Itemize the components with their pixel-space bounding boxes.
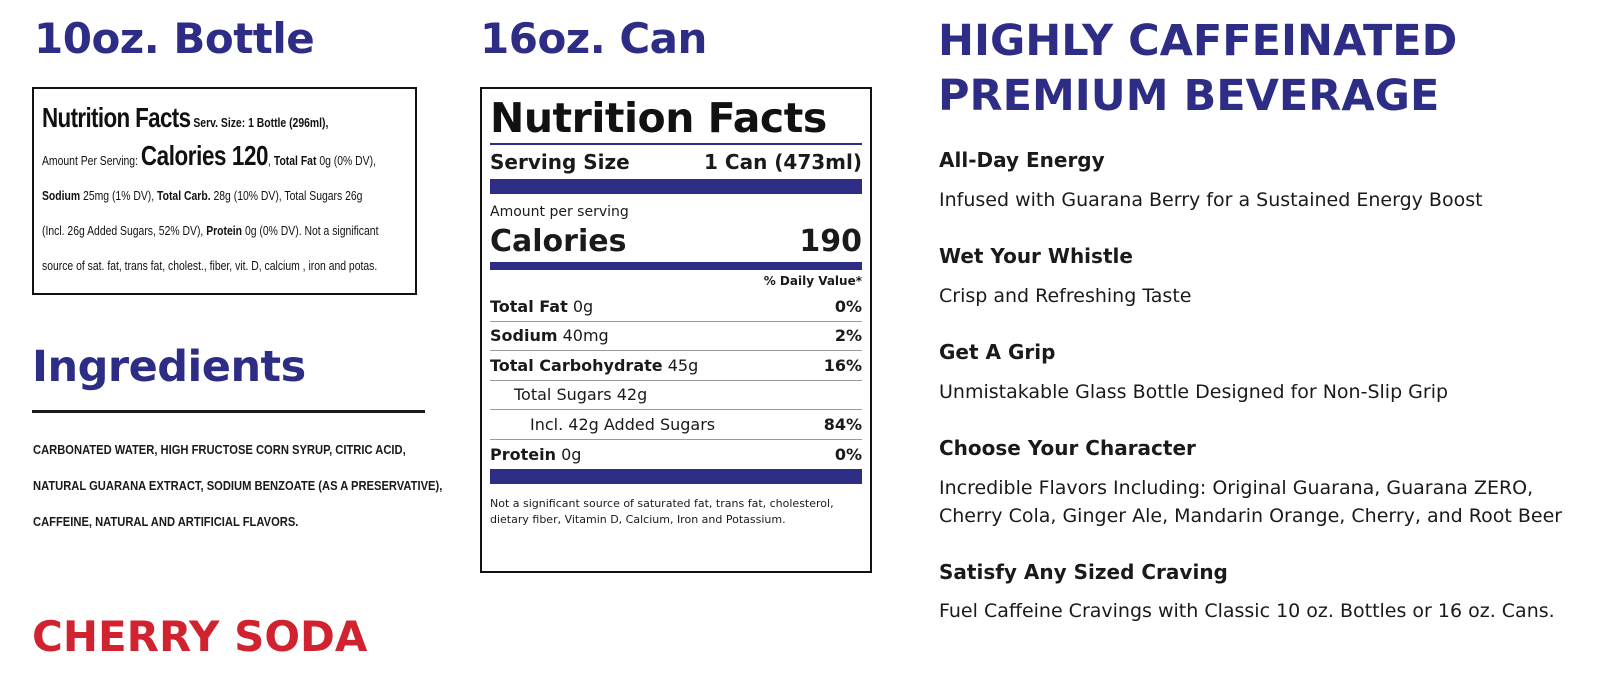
nutrient-pct: 0% xyxy=(834,296,862,316)
label-rule-medium xyxy=(490,262,862,270)
feature-title: All-Day Energy xyxy=(939,148,1105,172)
amount-per-serving: Amount per serving xyxy=(490,204,629,220)
can-heading: 16oz. Can xyxy=(480,14,707,63)
bottle-serving: Serv. Size: 1 Bottle (296ml), xyxy=(193,115,329,130)
nutrient-row: Protein 0g 0% xyxy=(490,440,862,470)
bottle-nutrition-label: Nutrition Facts Serv. Size: 1 Bottle (29… xyxy=(32,87,417,295)
nutrient-label: Total Fat xyxy=(490,296,568,316)
nutrient-row: Total Sugars 42g xyxy=(490,381,862,410)
bottle-fat-value: 0g (0% DV), xyxy=(319,153,376,168)
bottle-fat-label: Total Fat xyxy=(273,153,317,168)
bottle-label-line-2: Amount Per Serving: Calories 120, Total … xyxy=(42,138,407,178)
hero-line-2: PREMIUM BEVERAGE xyxy=(938,71,1440,121)
nutrient-amount: 0g xyxy=(572,296,594,316)
hero-line-1: HIGHLY CAFFEINATED xyxy=(938,16,1458,66)
bottle-comma: , xyxy=(268,153,271,168)
daily-value-header: % Daily Value* xyxy=(763,274,862,288)
bottle-label-line-1: Nutrition Facts Serv. Size: 1 Bottle (29… xyxy=(42,103,407,138)
feature-title: Satisfy Any Sized Craving xyxy=(939,560,1228,584)
bottle-label-title: Nutrition Facts xyxy=(42,102,191,133)
serving-size-row: Serving Size 1 Can (473ml) xyxy=(490,145,862,179)
nutrient-pct: 2% xyxy=(834,326,862,346)
bottle-protein-value: 0g (0% DV). Not a significant xyxy=(244,223,379,238)
hero-headline: HIGHLY CAFFEINATED PREMIUM BEVERAGE xyxy=(938,14,1457,124)
bottle-sugars-incl: (Incl. 26g Added Sugars, 52% DV), xyxy=(42,223,204,238)
feature-description: Incredible Flavors Including: Original G… xyxy=(939,474,1579,530)
bottle-sodium-label: Sodium xyxy=(42,188,81,203)
nutrient-label: Protein xyxy=(490,444,556,464)
flavor-name: CHERRY SODA xyxy=(32,612,368,661)
nutrient-pct: 16% xyxy=(823,355,862,375)
nutrient-pct: 84% xyxy=(823,414,862,434)
ingredients-heading: Ingredients xyxy=(32,342,306,392)
can-nutrition-label: Nutrition Facts Serving Size 1 Can (473m… xyxy=(480,87,872,573)
feature-description: Crisp and Refreshing Taste xyxy=(939,285,1192,307)
nutrient-row: Total Carbohydrate 45g 16% xyxy=(490,351,862,381)
can-footnote: Not a significant source of saturated fa… xyxy=(490,497,834,526)
nutrient-label: Sodium xyxy=(490,326,558,346)
calories-value: 190 xyxy=(799,223,862,259)
nutrient-amount: 45g xyxy=(667,355,699,375)
feature-description: Unmistakable Glass Bottle Designed for N… xyxy=(939,381,1449,403)
serving-size-value: 1 Can (473ml) xyxy=(704,150,862,174)
feature-description-line: Incredible Flavors Including: Original G… xyxy=(939,477,1534,499)
feature-description: Infused with Guarana Berry for a Sustain… xyxy=(939,189,1483,211)
calories-row: Calories 190 xyxy=(490,220,862,262)
nutrient-row: Incl. 42g Added Sugars 84% xyxy=(490,410,862,440)
calories-label: Calories xyxy=(490,223,627,259)
ingredients-line: CARBONATED WATER, HIGH FRUCTOSE CORN SYR… xyxy=(33,442,406,457)
serving-size-label: Serving Size xyxy=(490,150,630,174)
nutrient-amount: 0g xyxy=(561,444,582,464)
label-rule xyxy=(490,143,862,145)
ingredients-divider xyxy=(32,410,425,413)
feature-title: Choose Your Character xyxy=(939,436,1196,460)
ingredients-line: CAFFEINE, NATURAL AND ARTIFICIAL FLAVORS… xyxy=(33,514,299,529)
label-rule-thick xyxy=(490,179,862,194)
bottle-heading: 10oz. Bottle xyxy=(34,14,315,63)
bottle-label-line-3: Sodium 25mg (1% DV), Total Carb. 28g (10… xyxy=(42,178,407,213)
feature-description: Fuel Caffeine Cravings with Classic 10 o… xyxy=(939,600,1555,622)
nutrient-amount: Total Sugars 42g xyxy=(514,385,648,405)
feature-title: Get A Grip xyxy=(939,340,1056,364)
bottle-calories: Calories 120 xyxy=(140,140,269,171)
bottle-protein-label: Protein xyxy=(206,223,243,238)
bottle-label-line-4: (Incl. 26g Added Sugars, 52% DV), Protei… xyxy=(42,213,407,248)
bottle-label-line-5: source of sat. fat, trans fat, cholest.,… xyxy=(42,248,407,283)
nutrient-amount: Incl. 42g Added Sugars xyxy=(530,414,716,434)
can-label-title: Nutrition Facts xyxy=(490,94,827,142)
feature-description-line: Cherry Cola, Ginger Ale, Mandarin Orange… xyxy=(939,505,1563,527)
nutrient-pct: 0% xyxy=(834,444,862,464)
ingredients-line: NATURAL GUARANA EXTRACT, SODIUM BENZOATE… xyxy=(33,478,443,493)
nutrient-label: Total Carbohydrate xyxy=(490,355,663,375)
label-rule-thick xyxy=(490,469,862,484)
bottle-carb-label: Total Carb. xyxy=(157,188,211,203)
bottle-carb-value: 28g (10% DV), Total Sugars 26g xyxy=(213,188,363,203)
nutrient-row: Total Fat 0g 0% xyxy=(490,292,862,322)
nutrient-row: Sodium 40mg 2% xyxy=(490,322,862,351)
bottle-sodium-value: 25mg (1% DV), xyxy=(83,188,155,203)
ingredients-list: CARBONATED WATER, HIGH FRUCTOSE CORN SYR… xyxy=(33,432,480,540)
feature-title: Wet Your Whistle xyxy=(939,244,1133,268)
bottle-amount-prefix: Amount Per Serving: xyxy=(42,153,138,168)
bottle-footnote: source of sat. fat, trans fat, cholest.,… xyxy=(42,258,378,273)
nutrient-amount: 40mg xyxy=(562,326,609,346)
